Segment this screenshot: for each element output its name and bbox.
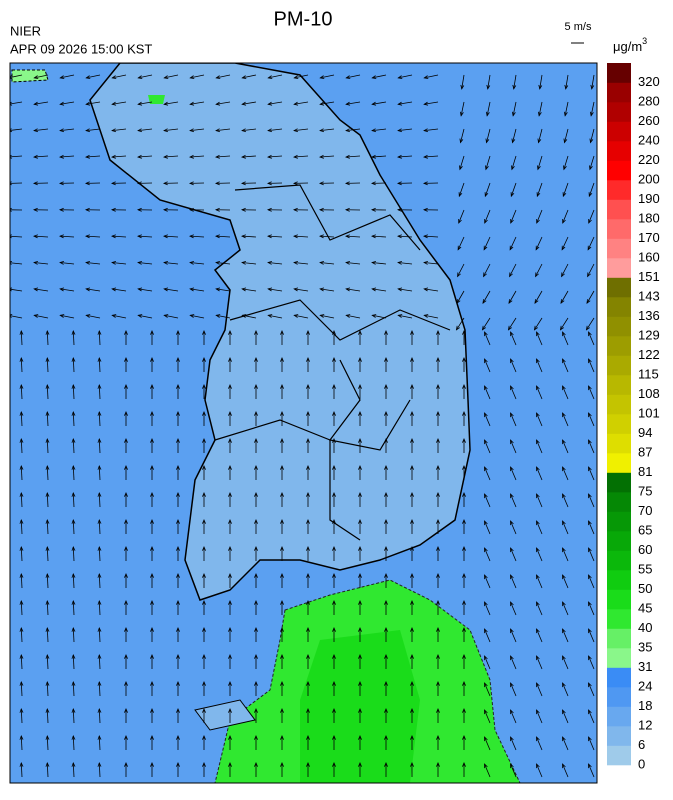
colorbar-label: 81 [638,464,652,479]
colorbar-swatch [607,161,631,181]
colorbar-label: 136 [638,308,660,323]
colorbar-label: 143 [638,288,660,303]
colorbar-swatch [607,453,631,473]
colorbar-swatch [607,629,631,649]
colorbar-swatch [607,414,631,434]
colorbar-swatch [607,317,631,337]
colorbar-label: 122 [638,347,660,362]
colorbar-swatch [607,726,631,746]
colorbar-swatch [607,219,631,239]
n-patch [148,95,165,104]
colorbar-label: 0 [638,756,645,771]
colorbar-swatch [607,200,631,220]
colorbar-swatch [607,687,631,707]
colorbar-swatch [607,336,631,356]
colorbar-swatch [607,395,631,415]
colorbar-label: 12 [638,717,652,732]
colorbar-label: 40 [638,620,652,635]
colorbar-swatch [607,473,631,493]
colorbar-label: 280 [638,93,660,108]
colorbar-swatch [607,746,631,766]
colorbar-label: 108 [638,386,660,401]
colorbar-swatch [607,122,631,142]
colorbar-swatch [607,707,631,727]
colorbar-label: 101 [638,405,660,420]
agency: NIER [10,23,41,38]
colorbar-swatch [607,297,631,317]
colorbar-label: 180 [638,210,660,225]
colorbar-label: 220 [638,152,660,167]
colorbar-swatch [607,63,631,83]
colorbar-label: 94 [638,425,652,440]
colorbar-label: 160 [638,249,660,264]
colorbar-swatch [607,180,631,200]
colorbar-swatch [607,512,631,532]
colorbar-label: 24 [638,678,652,693]
colorbar-label: 55 [638,561,652,576]
timestamp: APR 09 2026 15:00 KST [10,41,152,56]
colorbar-label: 65 [638,522,652,537]
colorbar-label: 60 [638,542,652,557]
colorbar-label: 45 [638,600,652,615]
colorbar-label: 6 [638,737,645,752]
colorbar-swatch [607,434,631,454]
colorbar-swatch [607,375,631,395]
map [8,63,597,783]
colorbar-swatch [607,141,631,161]
colorbar-swatch [607,609,631,629]
colorbar-label: 35 [638,639,652,654]
colorbar-label: 31 [638,659,652,674]
colorbar-label: 129 [638,327,660,342]
colorbar-swatch [607,551,631,571]
colorbar-label: 170 [638,230,660,245]
colorbar-swatch [607,590,631,610]
colorbar-label: 115 [638,366,659,381]
colorbar-label: 240 [638,132,660,147]
colorbar-swatch [607,102,631,122]
colorbar-label: 190 [638,191,660,206]
colorbar-label: 200 [638,171,660,186]
colorbar-label: 151 [638,269,660,284]
title: PM-10 [274,8,333,30]
colorbar-label: 260 [638,113,660,128]
colorbar-swatch [607,668,631,688]
colorbar-label: 320 [638,74,660,89]
unit-exponent: 3 [642,36,647,46]
colorbar-swatch [607,239,631,259]
colorbar: 0 6 12 18 24 31 35 40 45 50 55 60 65 70 75 81 87 94 101 108… [607,63,660,771]
wind-scale: 5 m/s [565,21,592,33]
colorbar-swatch [607,258,631,278]
colorbar-label: 87 [638,444,652,459]
colorbar-swatch [607,83,631,103]
unit: μg/m3 [613,36,647,54]
colorbar-swatch [607,648,631,668]
unit-base: μg/m [613,39,642,54]
colorbar-label: 70 [638,503,652,518]
colorbar-label: 50 [638,581,652,596]
core-area [300,630,420,783]
colorbar-swatch [607,356,631,376]
colorbar-swatch [607,492,631,512]
colorbar-swatch [607,570,631,590]
colorbar-swatch [607,531,631,551]
colorbar-label: 75 [638,483,652,498]
colorbar-swatch [607,278,631,298]
colorbar-label: 18 [638,698,652,713]
